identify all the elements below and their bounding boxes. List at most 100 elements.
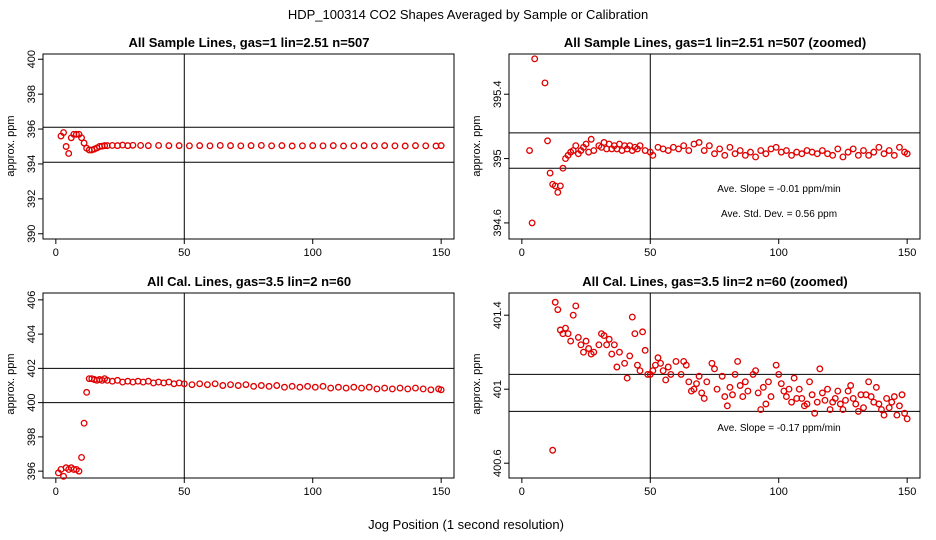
data-point: [757, 406, 765, 413]
data-point: [203, 381, 211, 389]
data-point: [785, 385, 793, 393]
data-point: [741, 151, 749, 159]
data-point: [155, 142, 163, 149]
data-point: [590, 348, 598, 356]
data-point: [559, 164, 567, 172]
data-point: [227, 142, 234, 150]
data-point: [649, 151, 657, 159]
data-point: [680, 142, 688, 150]
data-point: [273, 382, 281, 389]
data-point: [700, 395, 708, 402]
data-point: [839, 153, 847, 161]
data-point: [788, 398, 796, 406]
data-point: [165, 142, 173, 150]
data-point: [821, 396, 829, 404]
data-point: [185, 142, 193, 150]
data-point: [564, 330, 572, 338]
data-point: [860, 404, 867, 412]
panel-cal-lines: All Cal. Lines, gas=3.5 lin=2 n=60 appro…: [5, 274, 455, 498]
data-point: [782, 393, 790, 401]
data-point: [849, 145, 857, 153]
data-point: [711, 365, 718, 373]
x-tick-label: 150: [432, 247, 450, 259]
panel-cal-lines-zoomed: All Cal. Lines, gas=3.5 lin=2 n=60 (zoom…: [471, 274, 921, 498]
y-tick-label: 395.4: [492, 80, 504, 108]
plot-frame: [42, 292, 455, 479]
data-point: [257, 142, 265, 149]
data-point: [381, 384, 389, 392]
data-point: [831, 395, 839, 402]
data-point: [304, 382, 312, 390]
data-point: [572, 142, 580, 150]
data-point: [903, 415, 911, 423]
data-point: [677, 370, 685, 378]
data-point: [626, 352, 634, 360]
data-point: [342, 384, 350, 392]
y-tick-label: 395: [492, 149, 504, 167]
data-point: [227, 381, 234, 389]
data-point: [764, 378, 772, 386]
data-point: [268, 142, 276, 150]
panel-title: All Cal. Lines, gas=3.5 lin=2 n=60: [147, 274, 351, 289]
y-tick-label: 394.6: [492, 209, 504, 237]
data-point: [237, 142, 245, 150]
data-point: [798, 395, 806, 402]
data-point: [672, 358, 680, 365]
data-point: [633, 361, 641, 369]
data-point: [419, 385, 427, 393]
figure-title: HDP_100314 CO2 Shapes Averaged by Sample…: [288, 7, 648, 22]
panel-sample-lines-zoomed: All Sample Lines, gas=1 lin=2.51 n=507 (…: [471, 35, 921, 259]
data-point: [554, 306, 562, 314]
x-tick-label: 0: [519, 247, 525, 259]
data-point: [703, 378, 711, 386]
data-point: [567, 337, 575, 345]
y-tick-label: 396: [26, 120, 38, 138]
panel-title: All Sample Lines, gas=1 lin=2.51 n=507: [129, 35, 370, 50]
data-point: [257, 382, 265, 389]
data-point: [350, 142, 358, 150]
data-point: [834, 387, 842, 395]
data-point: [404, 385, 412, 393]
data-point: [585, 345, 593, 352]
data-point: [636, 367, 644, 375]
data-point: [726, 383, 734, 391]
data-point: [685, 147, 693, 154]
data-point: [623, 374, 631, 382]
data-point: [842, 396, 849, 404]
data-point: [541, 79, 549, 87]
data-point: [736, 382, 744, 389]
data-point: [129, 141, 137, 149]
data-point: [700, 147, 708, 154]
data-point: [265, 382, 273, 390]
x-tick-label: 0: [519, 486, 525, 498]
data-point: [649, 367, 657, 375]
data-point: [818, 389, 826, 397]
data-point: [83, 388, 91, 396]
data-point: [659, 367, 667, 375]
data-point: [613, 363, 621, 371]
x-axis-label: Jog Position (1 second resolution): [368, 517, 564, 532]
data-point: [587, 135, 595, 143]
data-point: [580, 348, 587, 356]
data-point: [180, 380, 188, 388]
y-tick-label: 400.6: [492, 449, 504, 477]
data-point: [188, 381, 196, 389]
y-tick-label: 398: [26, 428, 38, 446]
data-point: [206, 142, 214, 150]
data-point: [705, 142, 713, 150]
data-point: [319, 382, 327, 390]
data-point: [549, 446, 557, 454]
data-point: [775, 370, 783, 378]
data-point: [852, 400, 860, 408]
plot-frame: [508, 53, 921, 240]
data-point: [782, 147, 790, 154]
data-point: [572, 302, 580, 310]
data-point: [401, 142, 409, 150]
data-point: [875, 143, 883, 151]
panel-sample-lines: All Sample Lines, gas=1 lin=2.51 n=507 a…: [5, 35, 455, 259]
data-point: [600, 332, 608, 339]
data-point: [723, 402, 731, 410]
data-point: [388, 385, 396, 393]
data-point: [242, 381, 250, 389]
x-tick-label: 100: [304, 486, 322, 498]
